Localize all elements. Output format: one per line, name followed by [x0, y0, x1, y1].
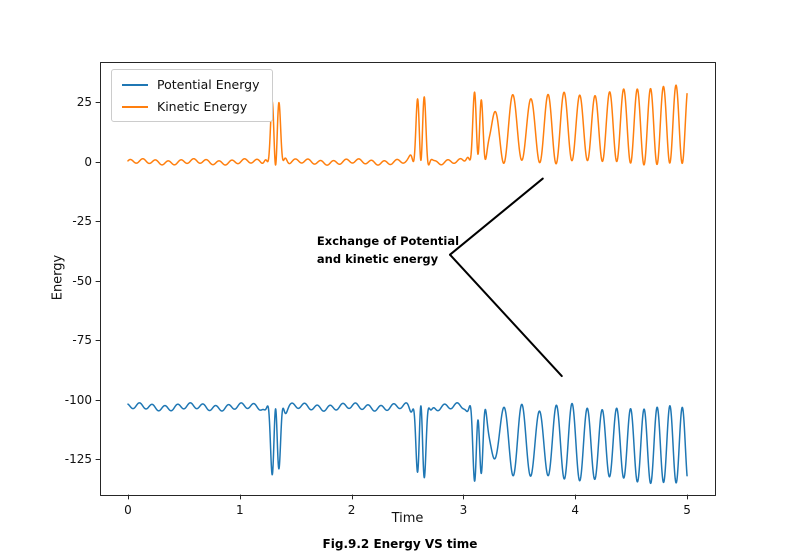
figure-caption: Fig.9.2 Energy VS time [322, 537, 478, 551]
x-axis-label: Time [391, 511, 424, 526]
x-tick-label: 1 [235, 503, 244, 517]
y-tick-label: -75 [72, 333, 92, 348]
annotation-line-2: and kinetic energy [316, 251, 439, 266]
annotation-text: Exchange of Potential and kinetic energy [317, 233, 459, 268]
x-tick-label: 5 [683, 503, 691, 517]
y-tick-label: -25 [72, 214, 92, 229]
legend-entry-potential: Potential Energy [122, 77, 260, 92]
legend-line-sample-potential [122, 83, 148, 86]
y-tick-label: 0 [84, 154, 92, 169]
x-tick-label: 2 [347, 503, 356, 517]
x-tick-label: 4 [571, 503, 580, 517]
x-tick-label: 3 [459, 503, 468, 517]
legend-line-sample-kinetic [122, 105, 148, 108]
annotation-line-1: Exchange of Potential [316, 234, 460, 249]
legend-label-kinetic: Kinetic Energy [157, 99, 248, 114]
legend-entry-kinetic: Kinetic Energy [122, 99, 260, 114]
legend-label-potential: Potential Energy [157, 77, 260, 92]
legend: Potential Energy Kinetic Energy [111, 69, 273, 122]
y-tick-label: -125 [64, 452, 92, 467]
y-tick-label: 25 [76, 95, 92, 110]
y-tick-label: -100 [64, 392, 92, 407]
y-axis-label: Energy [50, 254, 66, 301]
y-tick-label: -50 [72, 273, 92, 288]
x-tick-label: 0 [124, 503, 132, 517]
